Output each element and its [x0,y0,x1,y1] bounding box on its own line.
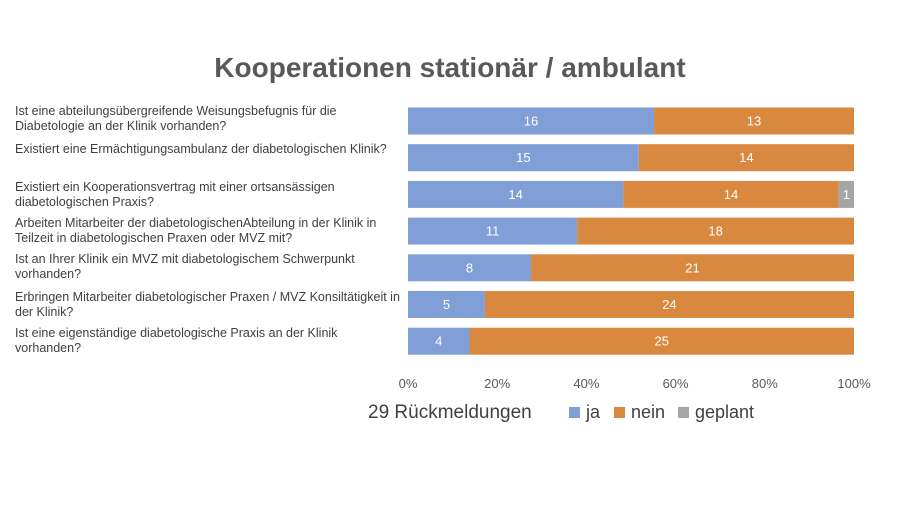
bar-nein [484,291,854,318]
data-label: 14 [724,187,738,202]
data-label: 14 [508,187,522,202]
bar-ja [408,144,639,172]
data-label: 4 [435,334,442,349]
data-label: 16 [524,114,538,129]
legend-label: ja [586,402,601,422]
chart-title: Kooperationen stationär / ambulant [214,52,686,83]
bar-nein [531,254,854,282]
footnote: 29 Rückmeldungen [368,402,532,423]
category-label: Ist eine abteilungsübergreifende Weisung… [15,104,337,133]
data-label: 25 [655,334,669,349]
legend-label: nein [631,402,666,422]
legend-swatch [614,407,625,418]
data-label: 11 [486,224,500,239]
x-tick-label: 80% [752,376,778,391]
bar-ja [408,327,470,355]
data-label: 24 [662,297,676,312]
legend-swatch [569,407,580,418]
bar-nein [654,107,854,135]
data-label: 5 [443,297,450,312]
data-label: 13 [747,114,761,129]
data-label: 1 [843,187,850,202]
legend-item-geplant: geplant [678,402,754,423]
category-label: Existiert ein Kooperationsvertrag mit ei… [15,180,335,209]
legend-label: geplant [695,402,755,422]
bar-nein [623,180,839,208]
legend-swatch [678,407,689,418]
category-label: Ist eine eigenständige diabetologische P… [15,326,338,355]
category-label: Erbringen Mitarbeiter diabetologischer P… [15,290,400,319]
data-label: 18 [708,224,722,239]
legend-item-nein: nein [614,402,665,423]
bar-ja [408,217,578,245]
data-label: 8 [466,260,473,275]
bar-ja [408,254,532,282]
x-tick-label: 60% [663,376,689,391]
x-tick-label: 100% [837,376,871,391]
category-label: Existiert eine Ermächtigungsambulanz der… [15,142,387,156]
bar-geplant [838,180,854,208]
bar-ja [408,180,624,208]
data-label: 14 [739,150,753,165]
bar-ja [408,291,485,318]
x-tick-label: 0% [399,376,418,391]
bar-nein [638,144,854,172]
bar-ja [408,107,655,135]
bar-nein [577,217,854,245]
data-label: 15 [516,150,530,165]
data-label: 21 [685,260,699,275]
category-label: Arbeiten Mitarbeiter der diabetologische… [15,216,377,245]
x-tick-label: 40% [573,376,599,391]
x-tick-label: 20% [484,376,510,391]
legend-item-ja: ja [569,402,600,423]
bar-nein [469,327,854,355]
category-label: Ist an Ihrer Klinik ein MVZ mit diabetol… [15,252,355,281]
